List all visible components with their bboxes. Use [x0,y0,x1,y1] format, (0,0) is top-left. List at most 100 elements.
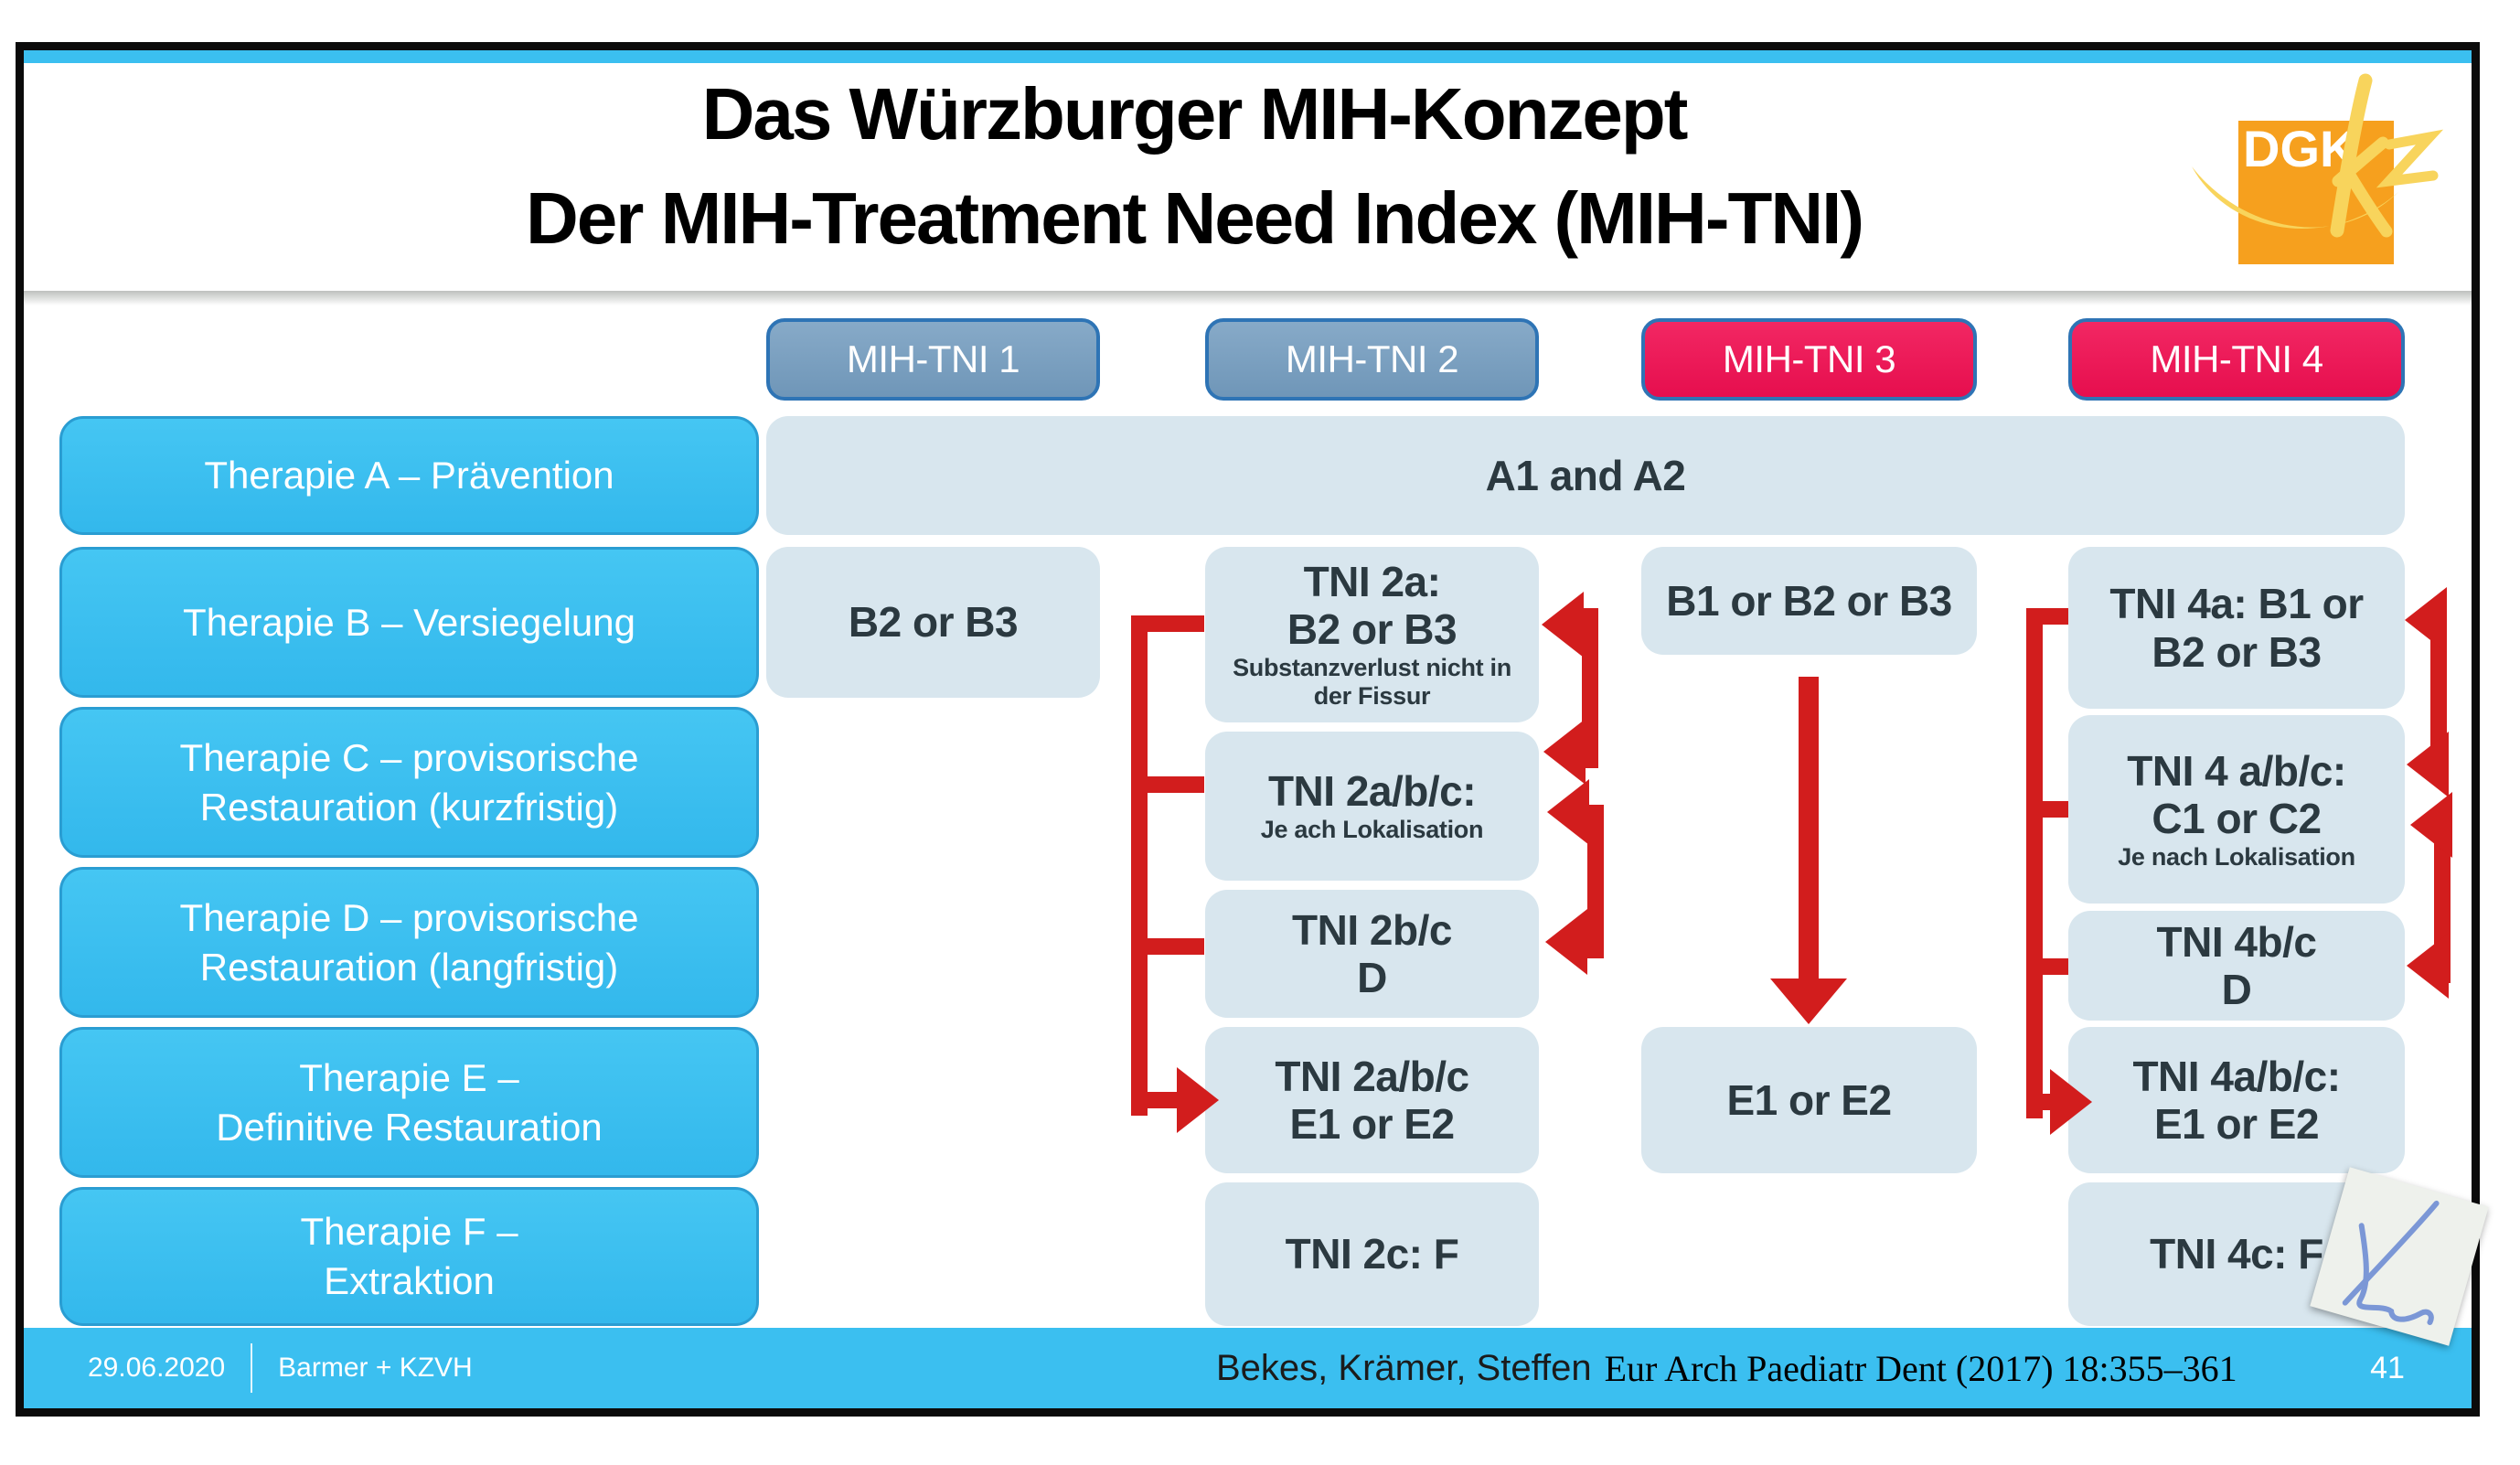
cell-text: TNI 2a/b/c [1275,1052,1469,1100]
arrowhead-tni2-into-c2-icon [1547,779,1589,845]
footer-left: 29.06.2020 Barmer + KZVH [88,1328,473,1408]
arrow-tni2-c-d-bar [1587,805,1604,958]
signature-sticker [2310,1167,2489,1346]
citation-source: Eur Arch Paediatr Dent (2017) 18:355–361 [1604,1347,2237,1389]
cell-text: D [2221,966,2252,1013]
cell-text: B2 or B3 [2152,627,2322,676]
arrowhead-tni2-into-b-icon [1542,592,1584,658]
cell-text: E1 or E2 [1289,1100,1455,1148]
footer-organization: Barmer + KZVH [278,1353,473,1383]
row-label-text: Therapie A – Prävention [204,454,614,497]
arrowhead-tni2-to-e-icon [1177,1067,1219,1133]
arrowhead-tni2-into-d-icon [1545,909,1587,975]
cell-text: TNI 4c: F [2150,1230,2323,1278]
footer-citation: Bekes, Krämer, Steffen Eur Arch Paediatr… [1216,1328,2237,1408]
cell-text: TNI 2c: F [1285,1230,1459,1278]
arrow-tni4-stub-d [2043,958,2068,975]
row-label-text: Restauration (langfristig) [199,945,619,989]
footer-divider [251,1343,253,1393]
arrow-tni2-stub-b [1148,615,1204,632]
column-header-label: MIH-TNI 2 [1285,337,1459,380]
cell-tni2-d: TNI 2b/c D [1205,890,1539,1018]
arrowhead-tni4-to-e-icon [2050,1069,2092,1135]
arrow-tni2-bracket-bar [1131,615,1148,1116]
cell-tni2-c: TNI 2a/b/c: Je ach Lokalisation [1205,732,1539,881]
cell-text: E1 or E2 [1726,1075,1892,1124]
column-header-mih-tni-3: MIH-TNI 3 [1641,318,1977,401]
arrow-tni2-stub-d [1148,938,1204,955]
cell-text: TNI 2a/b/c: [1267,767,1477,816]
arrow-tni2-b-c-bar [1582,608,1598,768]
slide-title: Das Würzburger MIH-Konzept Der MIH-Treat… [24,62,2365,271]
cell-tni2-f: TNI 2c: F [1205,1182,1539,1326]
cell-tni4-e: TNI 4a/b/c: E1 or E2 [2068,1027,2405,1173]
row-label-text: Definitive Restauration [216,1105,603,1149]
citation-authors: Bekes, Krämer, Steffen [1216,1347,1592,1388]
cell-text: B1 or B2 or B3 [1666,576,1952,625]
logo-script-kz [2330,73,2444,238]
logo-smile-icon [2192,166,2398,230]
cell-tni4-d: TNI 4b/c D [2068,911,2405,1021]
title-shadow-divider [24,291,2472,305]
arrowhead-tni2-into-c-icon [1543,719,1586,785]
cell-subtext: Je nach Lokalisation [2118,842,2355,871]
row-label-text: Therapie F – [300,1210,518,1254]
row-label-therapie-f: Therapie F – Extraktion [59,1187,759,1326]
arrow-tni4-stub-b [2043,608,2068,625]
cell-text: D [1357,954,1387,1001]
top-accent-strip [24,50,2472,63]
footer-date: 29.06.2020 [88,1353,226,1383]
row-label-text: Therapie B – Versiegelung [183,600,635,644]
page-number-text: 41 [2370,1350,2405,1385]
cell-text: TNI 4 a/b/c: [2127,746,2346,795]
cell-text: TNI 2a: [1303,557,1441,605]
column-header-mih-tni-1: MIH-TNI 1 [766,318,1100,401]
arrow-tni3-b-to-e-bar [1799,677,1819,978]
cell-subtext: Je ach Lokalisation [1260,815,1484,843]
arrowhead-tni4-into-c-icon [2407,732,2449,797]
cell-tni2-b: TNI 2a: B2 or B3 Substanzverlust nicht i… [1205,547,1539,722]
logo-orange-square [2238,121,2394,264]
footer-bar [24,1328,2472,1408]
row-label-therapie-c: Therapie C – provisorische Restauration … [59,707,759,858]
column-header-label: MIH-TNI 1 [846,337,1020,380]
cell-subtext: der Fissur [1313,682,1431,711]
row-label-therapie-b: Therapie B – Versiegelung [59,547,759,698]
cell-text: B2 or B3 [1287,605,1458,654]
column-header-mih-tni-2: MIH-TNI 2 [1205,318,1539,401]
cell-text: TNI 4a/b/c: [2132,1052,2341,1100]
cell-text: B2 or B3 [848,598,1019,647]
cell-tni3-e: E1 or E2 [1641,1027,1977,1173]
cell-tni3-b: B1 or B2 or B3 [1641,547,1977,655]
arrow-tni4-arm-e [2043,1094,2052,1110]
row-label-text: Therapie E – [299,1055,519,1099]
row-label-therapie-d: Therapie D – provisorische Restauration … [59,867,759,1018]
signature-scribble-icon [2342,1200,2440,1326]
arrow-tni4-stub-c [2043,801,2068,818]
cell-tni2-e: TNI 2a/b/c E1 or E2 [1205,1027,1539,1173]
row-label-text: Extraktion [324,1259,495,1302]
cell-text: TNI 2b/c [1292,905,1452,954]
cell-text: A1 and A2 [1485,451,1686,499]
arrow-tni2-stub-c [1148,776,1204,793]
cell-text: TNI 4a: B1 or [2109,580,2364,628]
cell-text: C1 or C2 [2152,795,2322,843]
column-header-label: MIH-TNI 4 [2150,337,2323,380]
cell-tni4-c: TNI 4 a/b/c: C1 or C2 Je nach Lokalisati… [2068,715,2405,904]
arrowhead-tni4-into-b-icon [2405,587,2447,653]
row-label-therapie-a: Therapie A – Prävention [59,416,759,535]
column-header-mih-tni-4: MIH-TNI 4 [2068,318,2405,401]
title-line-1: Das Würzburger MIH-Konzept [701,73,1689,155]
cell-text: TNI 4b/c [2156,917,2317,966]
column-header-label: MIH-TNI 3 [1722,337,1896,380]
row-label-text: Therapie D – provisorische [179,895,639,939]
row-label-text: Restauration (kurzfristig) [199,785,619,829]
row-label-text: Therapie C – provisorische [179,735,639,779]
cell-tni4-b: TNI 4a: B1 or B2 or B3 [2068,547,2405,709]
arrowhead-tni4-into-c2-icon [2410,792,2452,858]
dgkiz-logo: DGK [2192,73,2444,264]
arrow-tni4-bracket-bar [2026,608,2043,1118]
cell-a1-a2-span: A1 and A2 [766,416,2405,535]
logo-dgk-text: DGK [2243,120,2356,177]
